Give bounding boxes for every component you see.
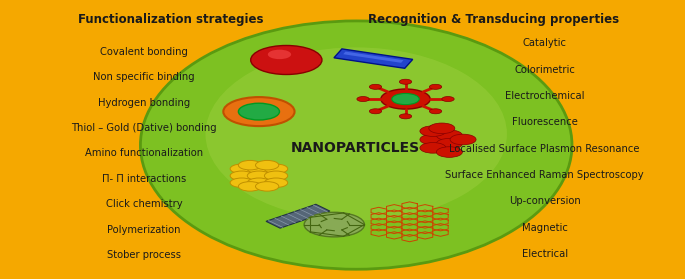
Circle shape: [238, 103, 279, 120]
Text: Electrochemical: Electrochemical: [505, 91, 584, 101]
Circle shape: [381, 89, 430, 109]
Circle shape: [304, 212, 364, 237]
Circle shape: [264, 178, 288, 187]
Circle shape: [429, 109, 442, 114]
Text: Electrical: Electrical: [521, 249, 568, 259]
Circle shape: [450, 134, 476, 145]
Circle shape: [238, 182, 262, 191]
Circle shape: [223, 97, 295, 126]
Circle shape: [442, 97, 454, 102]
Circle shape: [420, 126, 446, 136]
Circle shape: [251, 45, 322, 74]
Circle shape: [392, 93, 419, 105]
Circle shape: [429, 123, 455, 134]
Polygon shape: [266, 204, 330, 228]
Text: Colorimetric: Colorimetric: [514, 64, 575, 74]
Circle shape: [238, 160, 262, 170]
Circle shape: [369, 84, 382, 89]
Ellipse shape: [140, 21, 572, 269]
Ellipse shape: [206, 47, 507, 220]
Circle shape: [357, 97, 369, 102]
Text: Non specific binding: Non specific binding: [93, 72, 195, 82]
Text: Surface Enhanced Raman Spectroscopy: Surface Enhanced Raman Spectroscopy: [445, 170, 644, 180]
Circle shape: [230, 164, 253, 174]
Circle shape: [369, 109, 382, 114]
Circle shape: [436, 130, 462, 141]
Circle shape: [399, 79, 412, 84]
Text: NANOPARTICLES: NANOPARTICLES: [290, 141, 419, 155]
Circle shape: [429, 84, 442, 89]
Circle shape: [247, 178, 271, 187]
Text: Thiol – Gold (Dative) bonding: Thiol – Gold (Dative) bonding: [71, 123, 216, 133]
Circle shape: [247, 164, 271, 174]
Text: Localised Surface Plasmon Resonance: Localised Surface Plasmon Resonance: [449, 144, 640, 153]
Circle shape: [256, 182, 279, 191]
Circle shape: [420, 143, 446, 153]
Polygon shape: [343, 52, 403, 63]
Circle shape: [436, 138, 462, 149]
Circle shape: [436, 147, 462, 157]
Text: Fluorescence: Fluorescence: [512, 117, 577, 127]
Text: Π- Π interactions: Π- Π interactions: [102, 174, 186, 184]
Circle shape: [230, 178, 253, 187]
Text: Recognition & Transducing properties: Recognition & Transducing properties: [368, 13, 619, 26]
Circle shape: [399, 114, 412, 119]
Circle shape: [264, 164, 288, 174]
Text: Click chemistry: Click chemistry: [105, 199, 182, 209]
Text: Magnetic: Magnetic: [522, 223, 567, 233]
Circle shape: [256, 160, 279, 170]
Text: Hydrogen bonding: Hydrogen bonding: [98, 98, 190, 107]
Circle shape: [264, 171, 288, 181]
Circle shape: [420, 134, 446, 145]
Circle shape: [230, 171, 253, 181]
Text: Stober process: Stober process: [107, 250, 181, 260]
Text: Functionalization strategies: Functionalization strategies: [79, 13, 264, 26]
Polygon shape: [334, 49, 412, 68]
Circle shape: [247, 171, 271, 181]
Text: Covalent bonding: Covalent bonding: [100, 47, 188, 57]
Text: Up-conversion: Up-conversion: [509, 196, 580, 206]
Text: Polymerization: Polymerization: [107, 225, 181, 235]
Circle shape: [268, 50, 291, 59]
Text: Catalytic: Catalytic: [523, 38, 566, 48]
Text: Amino functionalization: Amino functionalization: [85, 148, 203, 158]
